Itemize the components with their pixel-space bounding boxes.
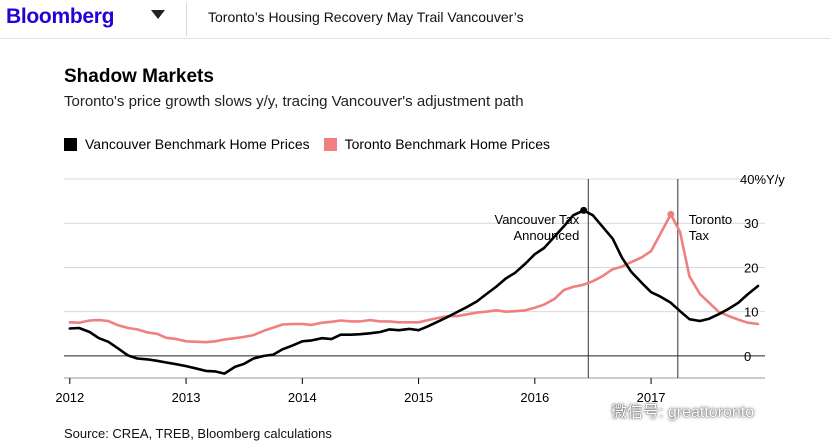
series-line-toronto: [68, 213, 760, 344]
legend-item-toronto: Toronto Benchmark Home Prices: [323, 136, 551, 152]
x-tick-label: 2016: [520, 390, 549, 405]
series-line-vancouver: [68, 209, 760, 375]
header-divider: [186, 3, 187, 36]
y-tick-label: 20: [744, 260, 758, 275]
y-unit-label: 40%Y/y: [740, 172, 785, 187]
legend-item-vancouver: Vancouver Benchmark Home Prices: [64, 136, 310, 152]
annotation-text-0-0: Vancouver Tax: [495, 212, 580, 227]
wechat-icon: [583, 401, 605, 419]
y-tick-label: 30: [744, 216, 758, 231]
annotation-text-1-0: Toronto: [689, 212, 732, 227]
legend-swatch-vancouver: [64, 137, 77, 151]
x-tick-label: 2015: [404, 390, 433, 405]
annotation-text-0-1: Announced: [514, 228, 580, 243]
toronto-peak-marker: [667, 210, 675, 218]
annotation-text-1-1: Tax: [689, 228, 710, 243]
y-tick-label: 0: [744, 349, 751, 364]
chevron-down-icon[interactable]: [150, 9, 166, 21]
chart-title: Shadow Markets: [64, 66, 214, 87]
x-tick-label: 2013: [172, 390, 201, 405]
chart-legend: Vancouver Benchmark Home Prices Toronto …: [64, 136, 564, 152]
x-tick-label: 2014: [288, 390, 317, 405]
chart-subtitle: Toronto's price growth slows y/y, tracin…: [64, 93, 524, 110]
legend-label-vancouver: Vancouver Benchmark Home Prices: [85, 136, 310, 152]
wechat-watermark: 微信号: greattoronto: [583, 398, 754, 422]
vancouver-peak-marker: [580, 206, 588, 214]
legend-label-toronto: Toronto Benchmark Home Prices: [344, 136, 551, 152]
top-bar: Bloomberg Toronto’s Housing Recovery May…: [0, 0, 830, 39]
y-tick-label: 10: [744, 305, 758, 320]
bloomberg-logo[interactable]: Bloomberg: [6, 5, 115, 28]
watermark-text: 微信号: greattoronto: [611, 404, 755, 421]
source-note: Source: CREA, TREB, Bloomberg calculatio…: [64, 426, 332, 441]
x-tick-label: 2017: [637, 390, 666, 405]
x-tick-label: 2012: [55, 390, 84, 405]
legend-swatch-toronto: [323, 137, 337, 151]
article-title[interactable]: Toronto’s Housing Recovery May Trail Van…: [208, 9, 524, 25]
